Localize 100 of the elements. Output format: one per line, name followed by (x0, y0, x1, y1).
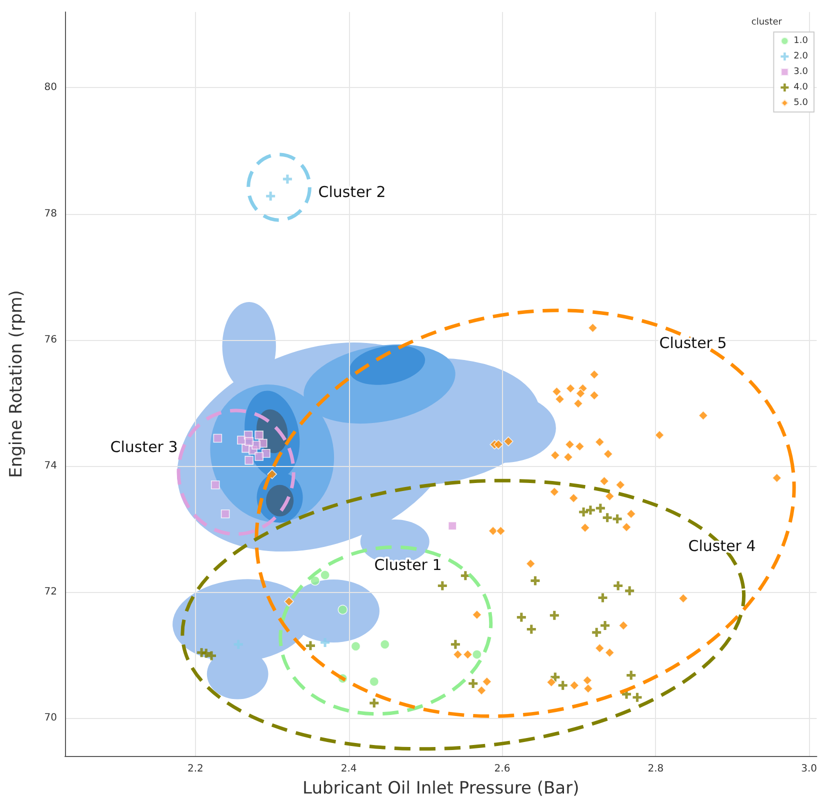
point (244, 436, 254, 446)
point (207, 651, 216, 660)
point (594, 643, 605, 654)
point (496, 526, 506, 536)
point (573, 398, 584, 408)
point (526, 558, 536, 569)
point (220, 509, 230, 518)
point (552, 386, 562, 396)
point (583, 684, 594, 694)
point (320, 638, 330, 648)
point (476, 686, 486, 696)
point (599, 476, 610, 486)
point (558, 680, 568, 690)
point (598, 593, 608, 602)
point (604, 648, 615, 658)
point (632, 692, 642, 702)
x-tick-label: 2.8 (648, 764, 664, 774)
annotation: Cluster 2 (318, 183, 386, 201)
point (698, 410, 708, 420)
legend-label: 4.0 (794, 82, 808, 92)
point (602, 513, 612, 522)
x-tick-label: 3.0 (801, 764, 818, 774)
y-tick-label: 74 (44, 460, 57, 472)
point (244, 456, 254, 465)
y-axis-title: Engine Rotation (rpm) (6, 290, 26, 478)
point (254, 452, 264, 461)
point (568, 493, 578, 504)
point (438, 581, 447, 590)
point (310, 576, 320, 586)
point (530, 576, 540, 586)
annotation: Cluster 4 (688, 537, 756, 555)
point (284, 596, 294, 606)
point (589, 390, 600, 400)
annotation: Cluster 1 (374, 556, 442, 574)
point (210, 480, 220, 490)
legend-label: 5.0 (794, 98, 808, 108)
point (526, 624, 536, 634)
point (576, 388, 586, 398)
point (546, 677, 556, 688)
point (604, 491, 615, 502)
point (574, 442, 585, 452)
point (516, 612, 526, 622)
point (266, 192, 276, 201)
point (197, 648, 206, 658)
point (213, 434, 222, 443)
point (588, 322, 598, 333)
annotation: Cluster 3 (110, 438, 178, 456)
legend-label: 1.0 (794, 36, 808, 46)
point (582, 675, 592, 686)
point (550, 486, 560, 497)
point (482, 676, 492, 686)
x-axis-title: Lubricant Oil Inlet Pressure (Bar) (302, 778, 580, 798)
legend-title: cluster (751, 18, 782, 28)
point (592, 628, 602, 637)
point (350, 641, 361, 652)
point (589, 370, 600, 380)
point (600, 620, 610, 630)
point (622, 522, 632, 532)
point (550, 450, 560, 460)
point (370, 698, 379, 708)
y-tick-label: 70 (44, 712, 57, 724)
point (596, 504, 605, 513)
point (614, 581, 623, 590)
y-tick-label: 80 (44, 82, 57, 94)
point (626, 670, 636, 680)
point (625, 586, 634, 596)
point (282, 174, 292, 184)
y-tick-label: 72 (44, 586, 57, 598)
point (569, 680, 580, 690)
point (254, 430, 264, 440)
point (580, 522, 590, 533)
point (678, 593, 688, 604)
point (450, 640, 460, 649)
point (626, 508, 636, 519)
point (503, 436, 514, 446)
point (472, 610, 482, 620)
point (369, 676, 380, 686)
legend-label: 2.0 (794, 52, 808, 62)
point (494, 440, 504, 450)
point (612, 514, 622, 524)
y-tick-label: 76 (44, 334, 57, 346)
x-tick-label: 2.6 (494, 764, 510, 774)
point (306, 641, 315, 650)
point (594, 437, 605, 447)
point (550, 610, 559, 620)
point (654, 430, 664, 440)
x-tick-label: 2.2 (187, 764, 204, 774)
point (380, 640, 390, 650)
point (472, 650, 482, 660)
annotation: Cluster 5 (659, 334, 727, 352)
point (586, 506, 595, 515)
point (338, 604, 348, 615)
point (564, 440, 575, 450)
point (320, 570, 330, 580)
point (579, 507, 588, 516)
y-tick-label: 78 (44, 208, 57, 220)
point (448, 521, 457, 530)
point (488, 526, 498, 536)
point (772, 473, 782, 483)
point (618, 620, 628, 630)
